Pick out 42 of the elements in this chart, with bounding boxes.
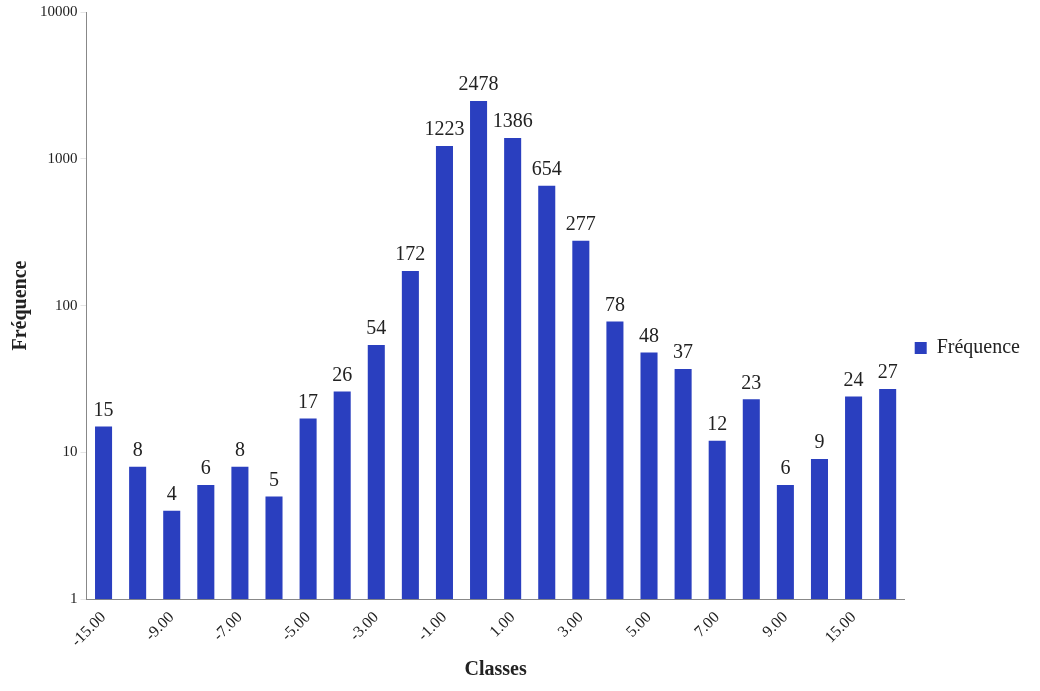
data-label: 23 bbox=[741, 370, 762, 393]
data-label: 27 bbox=[877, 360, 898, 383]
data-label: 37 bbox=[673, 340, 694, 363]
x-tick-label: -3.00 bbox=[345, 608, 382, 644]
data-label: 1223 bbox=[424, 117, 465, 140]
y-tick-label: 1000 bbox=[47, 149, 78, 166]
data-label: 2478 bbox=[458, 72, 499, 95]
legend-label: Fréquence bbox=[936, 335, 1021, 359]
data-label: 277 bbox=[565, 211, 596, 234]
x-tick-label: 9.00 bbox=[758, 608, 791, 640]
x-tick-label: -5.00 bbox=[277, 608, 314, 644]
data-label: 12 bbox=[707, 412, 728, 435]
data-label: 5 bbox=[269, 467, 280, 490]
x-tick-label: 5.00 bbox=[622, 608, 655, 640]
data-label: 172 bbox=[395, 242, 426, 265]
data-label: 6 bbox=[200, 456, 211, 479]
x-tick-label: 3.00 bbox=[554, 608, 586, 640]
data-label: 8 bbox=[132, 437, 143, 460]
y-axis-title: Fréquence bbox=[8, 260, 32, 351]
x-tick-label: 1.00 bbox=[485, 608, 518, 640]
y-tick-label: 1 bbox=[70, 590, 78, 607]
data-label: 1386 bbox=[492, 109, 533, 132]
x-axis-title: Classes bbox=[464, 657, 527, 680]
data-label: 6 bbox=[780, 456, 791, 479]
data-label: 654 bbox=[531, 157, 562, 180]
x-tick-label: 7.00 bbox=[690, 608, 723, 640]
data-label: 15 bbox=[93, 397, 114, 420]
data-label: 26 bbox=[332, 362, 353, 385]
data-label: 54 bbox=[366, 316, 387, 339]
y-tick-label: 10000 bbox=[40, 2, 78, 19]
data-label: 17 bbox=[298, 389, 319, 412]
x-tick-label: -7.00 bbox=[209, 608, 246, 644]
data-label: 8 bbox=[234, 437, 245, 460]
y-tick-label: 10 bbox=[62, 443, 78, 460]
x-tick-label: -9.00 bbox=[141, 608, 177, 644]
data-label: 4 bbox=[166, 482, 177, 505]
y-tick-label: 100 bbox=[55, 296, 78, 313]
data-label: 9 bbox=[814, 430, 825, 453]
x-tick-label: -1.00 bbox=[413, 608, 450, 644]
data-label: 24 bbox=[843, 367, 864, 390]
data-label: 78 bbox=[604, 292, 625, 315]
data-label: 48 bbox=[639, 323, 660, 346]
